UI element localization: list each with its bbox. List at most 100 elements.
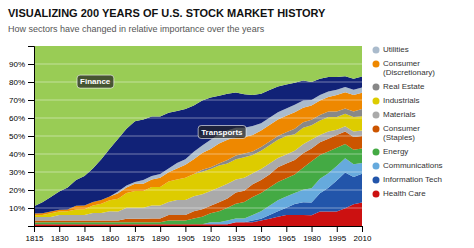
legend-label-line: Utilities [383,45,409,54]
y-tick-mark [28,208,34,209]
x-tick-label: 1920 [202,234,220,243]
annotation-box [77,75,114,88]
x-tick: 1935 [227,226,245,243]
y-tick: 60% [9,114,34,123]
legend-label-line: Consumer [383,59,420,68]
x-tick: 1995 [328,226,346,243]
legend-swatch [373,47,380,54]
legend-item: Energy [373,147,409,156]
x-tick-mark [312,226,313,232]
x-tick: 1980 [303,226,321,243]
x-tick-label: 1890 [152,234,170,243]
grid [34,64,362,208]
chart-container: VISUALIZING 200 YEARS OF U.S. STOCK MARK… [0,0,474,248]
y-axis-line [28,47,35,227]
y-tick-label: 10% [9,204,25,213]
x-tick: 1815 [26,226,44,243]
x-tick-mark [110,226,111,232]
legend-swatch [373,163,380,170]
legend-item: Information Tech [373,175,443,184]
x-tick: 1860 [101,226,119,243]
x-tick-mark [362,226,363,232]
x-tick-label: 1995 [328,234,346,243]
x-tick-label: 2010 [354,234,372,243]
y-tick-mark [28,82,34,83]
legend-item: Real Estate [373,82,425,91]
legend-item: Materials [373,110,416,119]
y-tick-label: 40% [9,150,25,159]
x-tick-mark [261,226,262,232]
x-tick: 1845 [76,226,94,243]
y-tick-label: 30% [9,168,25,177]
x-tick: 2010 [354,226,372,243]
x-tick-label: 1980 [303,234,321,243]
annotation-label: Finance [80,77,111,86]
x-tick-label: 1905 [177,234,195,243]
x-tick-label: 1950 [253,234,271,243]
legend-label: Communications [383,161,443,170]
x-tick-label: 1830 [51,234,69,243]
legend-label: Materials [383,110,415,119]
x-tick-label: 1815 [26,234,44,243]
legend-swatch [373,61,380,68]
x-tick-mark [84,226,85,232]
x-axis: 1815 1830 1845 1860 1875 1890 1905 1920 1935 1950… [26,226,372,243]
legend-label-line: Real Estate [383,82,425,91]
y-tick-label: 80% [9,78,25,87]
y-axis: 10%20%30%40%50%60%70%80%90% [9,47,35,227]
legend-label-line: Health Care [383,189,426,198]
legend-label: Consumer(Discretionary) [383,59,435,77]
legend-swatch [373,84,380,91]
x-tick: 1875 [127,226,145,243]
x-tick-label: 1965 [278,234,296,243]
x-tick-mark [211,226,212,232]
legend-label-line: Communications [383,161,443,170]
legend-swatch [373,112,380,119]
grid-line [34,100,362,101]
legend-label: Consumer(Staples) [383,124,420,142]
x-tick-mark [135,226,136,232]
x-tick-label: 1935 [227,234,245,243]
y-tick-label: 50% [9,132,25,141]
legend-swatch [373,126,380,133]
y-tick: 40% [9,150,34,159]
legend-swatch [373,177,380,184]
y-tick-mark [28,154,34,155]
legend-swatch [373,149,380,156]
legend-label: Utilities [383,45,409,54]
x-tick-label: 1845 [76,234,94,243]
x-tick: 1890 [152,226,170,243]
legend-label-line: Materials [383,110,415,119]
legend-label-line: Consumer [383,124,420,133]
legend-item: Consumer(Staples) [373,124,421,142]
legend-label: Industrials [383,96,419,105]
y-tick-mark [28,136,34,137]
grid-line [34,190,362,191]
y-tick-mark [28,172,34,173]
legend-label: Energy [383,147,408,156]
legend: Utilities Consumer(Discretionary) Real Est… [373,45,443,198]
x-tick-mark [185,226,186,232]
x-tick-mark [286,226,287,232]
area-series [34,46,362,206]
legend-label-line: Energy [383,147,408,156]
x-tick-label: 1860 [101,234,119,243]
legend-label-line: Information Tech [383,175,442,184]
y-tick: 80% [9,78,34,87]
title: VISUALIZING 200 YEARS OF U.S. STOCK MARK… [8,7,326,19]
legend-swatch [373,191,380,198]
annotation: Finance [77,75,114,88]
y-tick: 10% [9,204,34,213]
x-tick-mark [236,226,237,232]
legend-item: Communications [373,161,443,170]
legend-label-line: Industrials [383,96,419,105]
annotations: Finance Transports [77,75,246,138]
annotation: Transports [198,126,246,139]
y-tick-mark [28,64,34,65]
y-tick-label: 60% [9,114,25,123]
x-tick: 1965 [278,226,296,243]
legend-item: Health Care [373,189,427,198]
y-tick-label: 90% [9,60,25,69]
y-tick-mark [28,100,34,101]
x-tick: 1905 [177,226,195,243]
